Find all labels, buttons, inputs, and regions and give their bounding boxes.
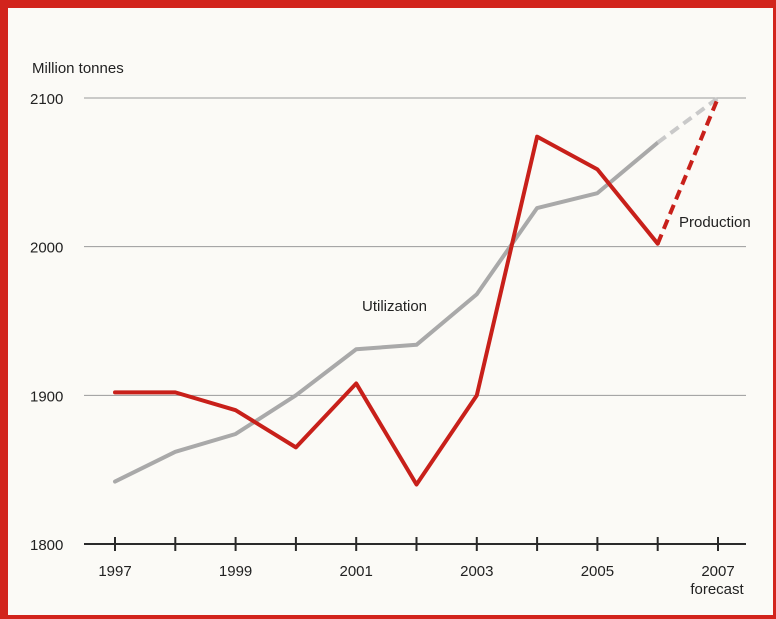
series-lines [113, 96, 720, 487]
series-label-utilization: Utilization [362, 298, 427, 315]
x-tick-label-1999: 1999 [219, 563, 252, 580]
x-tick-label-2007: 2007 [701, 563, 734, 580]
x-tick-labels: 1997 1999 2001 2003 2005 2007 [98, 563, 734, 580]
series-label-production: Production [679, 214, 751, 231]
series-line-utilization [113, 140, 660, 484]
y-axis-label: Million tonnes [32, 60, 124, 77]
y-tick-label-1800: 1800 [30, 537, 63, 554]
x-tick-label-2001: 2001 [340, 563, 373, 580]
x-tick-label-1997: 1997 [98, 563, 131, 580]
y-tick-label-1900: 1900 [30, 388, 63, 405]
forecast-label: forecast [690, 581, 744, 598]
x-tick-label-2003: 2003 [460, 563, 493, 580]
y-tick-labels: 1800 1900 2000 2100 [30, 91, 63, 554]
x-axis [84, 537, 746, 551]
gridlines [84, 97, 746, 396]
series-forecast-production [655, 97, 720, 245]
x-tick-label-2005: 2005 [581, 563, 614, 580]
series-line-production [113, 134, 660, 487]
y-tick-label-2000: 2000 [30, 240, 63, 257]
y-tick-label-2100: 2100 [30, 91, 63, 108]
series-forecast-utilization [656, 96, 720, 145]
